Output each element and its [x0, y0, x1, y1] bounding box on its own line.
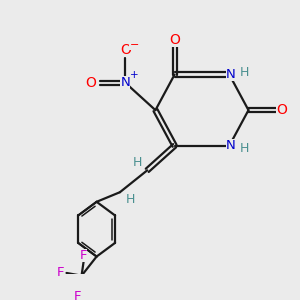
Text: H: H: [240, 66, 249, 79]
Text: H: H: [126, 193, 135, 206]
Text: N: N: [121, 76, 130, 89]
Text: F: F: [74, 290, 81, 300]
Text: H: H: [133, 156, 142, 169]
Text: O: O: [169, 33, 180, 47]
Text: H: H: [240, 142, 249, 155]
Text: F: F: [80, 249, 88, 262]
Text: N: N: [226, 68, 236, 81]
Text: O: O: [85, 76, 96, 90]
Text: O: O: [120, 44, 131, 58]
Text: O: O: [276, 103, 287, 117]
Text: +: +: [130, 70, 138, 80]
Text: N: N: [226, 139, 236, 152]
Text: −: −: [129, 40, 139, 50]
Text: F: F: [57, 266, 64, 280]
